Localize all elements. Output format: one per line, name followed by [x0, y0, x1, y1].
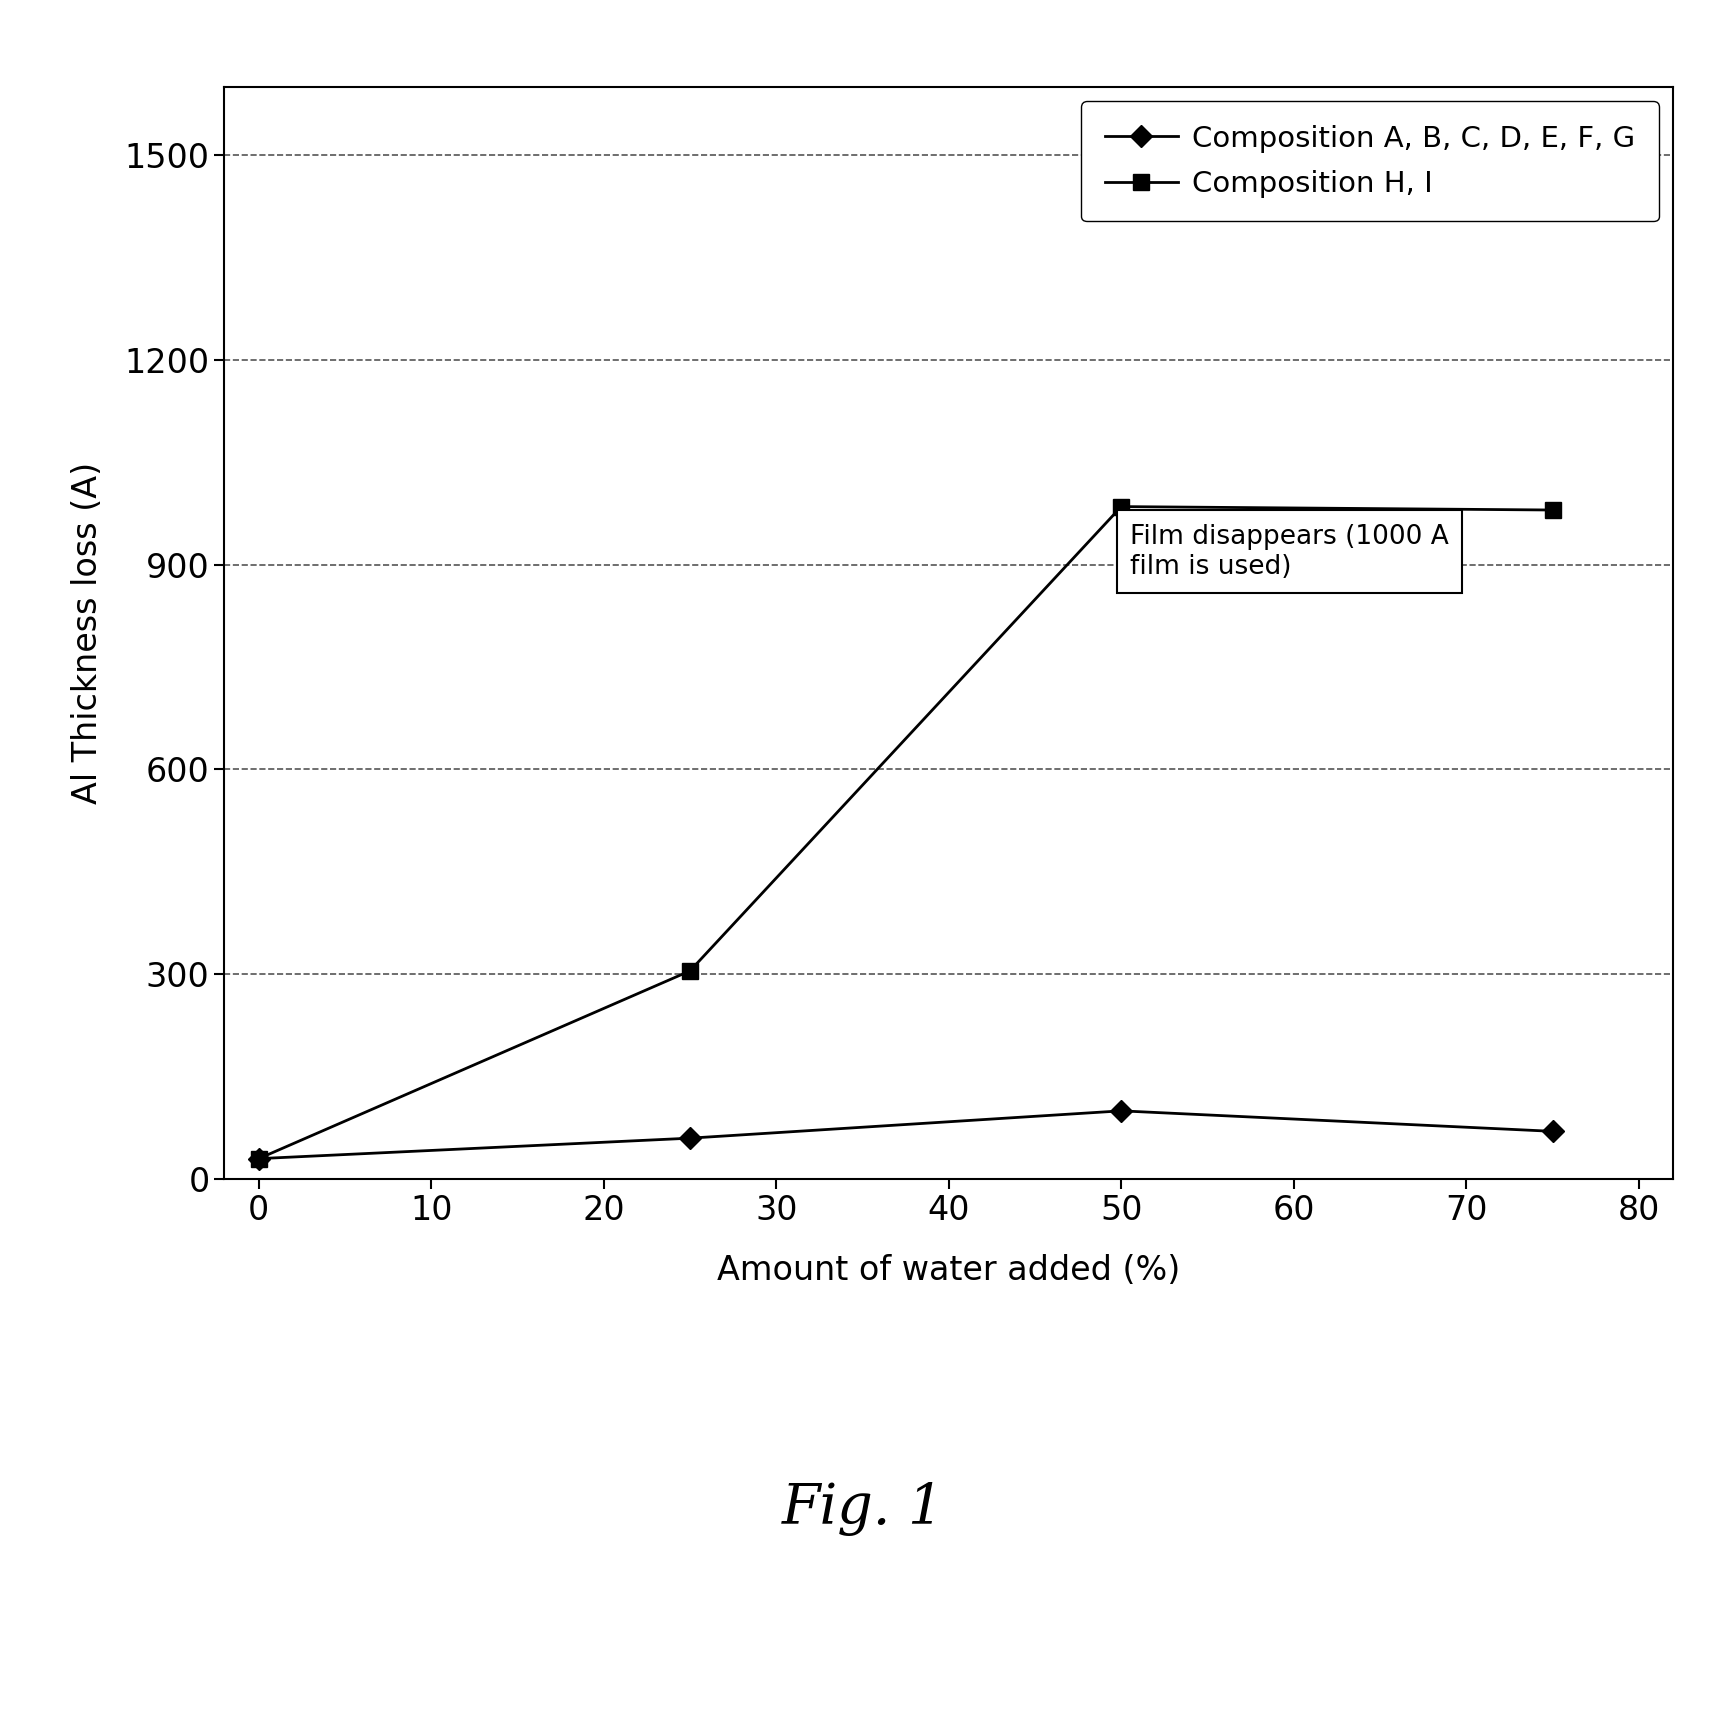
X-axis label: Amount of water added (%): Amount of water added (%) [718, 1254, 1180, 1287]
Composition H, I [680, 961, 700, 981]
Composition A, B, C, D, E, F, G [1111, 1101, 1132, 1122]
Text: Film disappears (1000 A
film is used): Film disappears (1000 A film is used) [1130, 524, 1449, 579]
Composition A, B, C, D, E, F, G [680, 1127, 700, 1148]
Composition H, I [248, 1148, 269, 1169]
Composition A, B, C, D, E, F, G [248, 1148, 269, 1169]
Composition H, I [1542, 499, 1563, 520]
Line: Composition H, I: Composition H, I [252, 499, 1559, 1167]
Line: Composition A, B, C, D, E, F, G: Composition A, B, C, D, E, F, G [252, 1103, 1559, 1167]
Text: Fig. 1: Fig. 1 [781, 1481, 944, 1536]
Y-axis label: Al Thickness loss (A): Al Thickness loss (A) [71, 461, 104, 805]
Composition A, B, C, D, E, F, G [1542, 1120, 1563, 1141]
Composition H, I [1111, 496, 1132, 517]
Legend: Composition A, B, C, D, E, F, G, Composition H, I: Composition A, B, C, D, E, F, G, Composi… [1082, 101, 1659, 222]
